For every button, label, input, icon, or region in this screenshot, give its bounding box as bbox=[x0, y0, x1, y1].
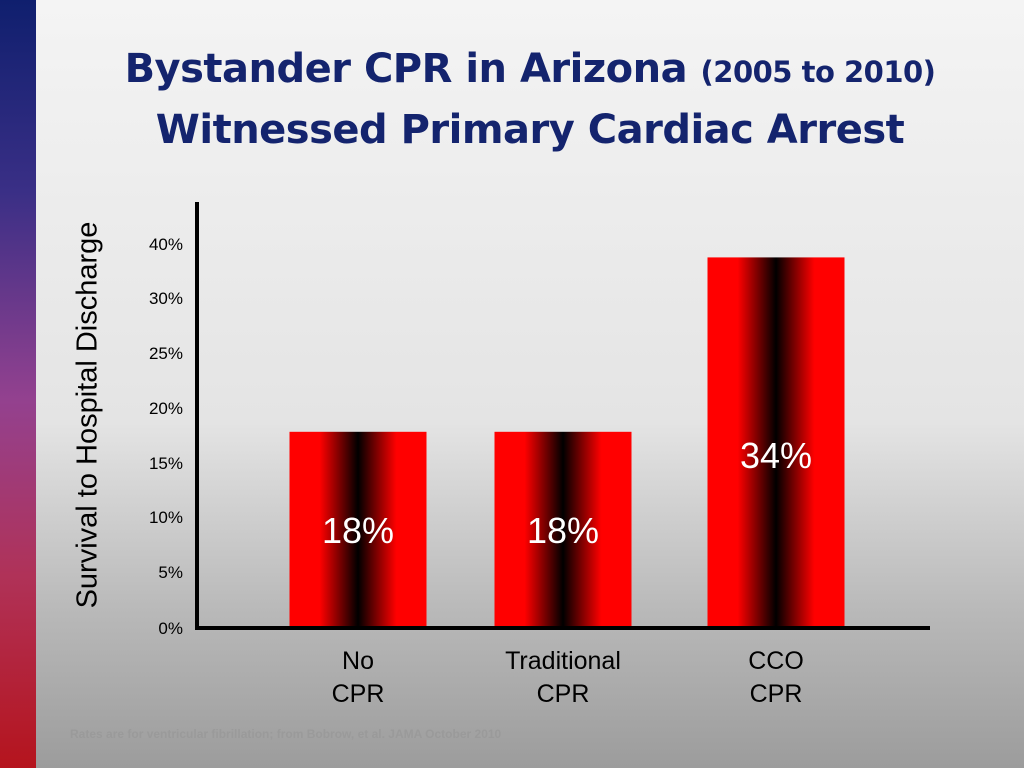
y-tick-label: 5% bbox=[158, 563, 183, 582]
bar bbox=[289, 431, 427, 628]
x-category-label: No bbox=[342, 647, 374, 675]
y-tick-label: 40% bbox=[149, 235, 183, 254]
bar-value-label: 18% bbox=[527, 510, 599, 551]
bar-value-label: 34% bbox=[740, 435, 812, 476]
bar bbox=[707, 257, 845, 628]
side-accent-bar bbox=[0, 0, 36, 768]
footnote: Rates are for ventricular fibrillation; … bbox=[70, 727, 502, 741]
y-tick-label: 15% bbox=[149, 454, 183, 473]
title-years: (2005 to 2010) bbox=[700, 55, 936, 89]
x-category-label: CPR bbox=[537, 680, 590, 708]
title-line-2: Witnessed Primary Cardiac Arrest bbox=[155, 107, 905, 153]
y-tick-label: 30% bbox=[149, 289, 183, 308]
y-tick-label: 20% bbox=[149, 399, 183, 418]
title-line-1: Bystander CPR in Arizona (2005 to 2010) bbox=[36, 40, 1024, 101]
x-category-label: CPR bbox=[750, 680, 803, 708]
bar-value-label: 18% bbox=[322, 510, 394, 551]
y-tick-label: 25% bbox=[149, 344, 183, 363]
x-category-label: Traditional bbox=[505, 647, 621, 675]
x-category-label: CPR bbox=[332, 680, 385, 708]
slide-title: Bystander CPR in Arizona (2005 to 2010) … bbox=[36, 40, 1024, 159]
x-category-label: CCO bbox=[748, 647, 804, 675]
title-main: Bystander CPR in Arizona bbox=[124, 46, 688, 92]
y-tick-label: 0% bbox=[158, 619, 183, 638]
bar bbox=[494, 431, 632, 628]
y-tick-label: 10% bbox=[149, 508, 183, 527]
